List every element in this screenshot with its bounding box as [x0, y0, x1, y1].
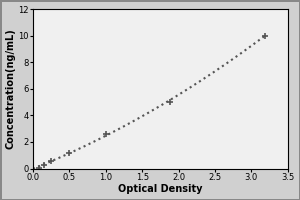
Y-axis label: Concentration(ng/mL): Concentration(ng/mL) [6, 28, 16, 149]
X-axis label: Optical Density: Optical Density [118, 184, 203, 194]
